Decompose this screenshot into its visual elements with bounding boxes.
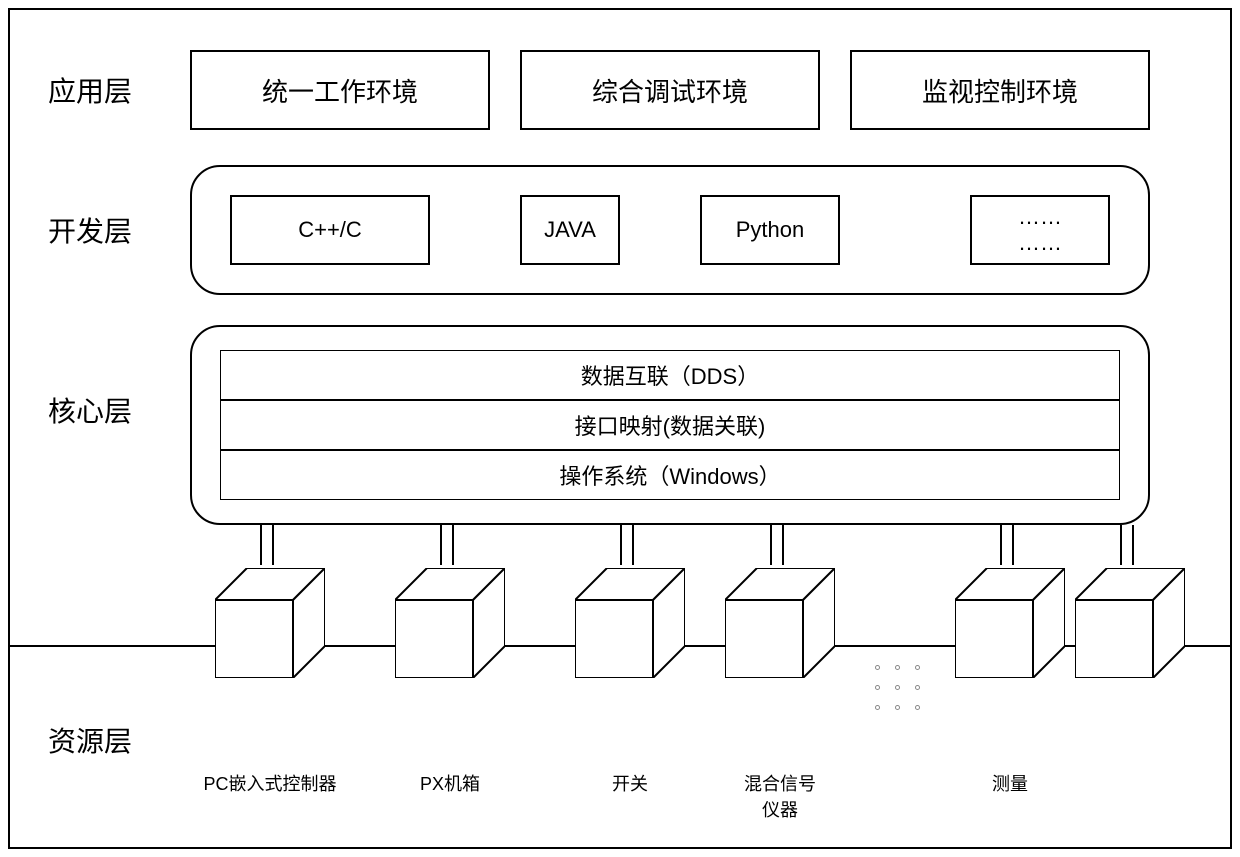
core-row-label: 操作系统（Windows） [559, 459, 780, 491]
dev-box: JAVA [520, 195, 620, 265]
app-box-label: 统一工作环境 [262, 72, 418, 109]
layer-label-resource: 资源层 [48, 720, 132, 760]
connector [1000, 525, 1014, 565]
connector [1120, 525, 1134, 565]
resource-label: 测量 [915, 770, 1105, 796]
cube-icon [215, 568, 325, 678]
cube-icon [725, 568, 835, 678]
resource-label: PX机箱 [355, 770, 545, 796]
dev-box: Python [700, 195, 840, 265]
core-row: 操作系统（Windows） [220, 450, 1120, 500]
app-box: 监视控制环境 [850, 50, 1150, 130]
connector [440, 525, 454, 565]
core-row-label: 数据互联（DDS） [581, 359, 759, 391]
cube-icon [575, 568, 685, 678]
layer-label-development: 开发层 [48, 210, 132, 250]
layer-label-core: 核心层 [48, 390, 132, 430]
app-box: 综合调试环境 [520, 50, 820, 130]
dev-box: C++/C [230, 195, 430, 265]
core-row: 接口映射(数据关联) [220, 400, 1120, 450]
app-box: 统一工作环境 [190, 50, 490, 130]
connector [620, 525, 634, 565]
dev-box-label: …… …… [1018, 204, 1062, 257]
core-row: 数据互联（DDS） [220, 350, 1120, 400]
connector [770, 525, 784, 565]
resource-label: PC嵌入式控制器 [175, 770, 365, 796]
ellipsis-dots-icon [870, 660, 924, 714]
resource-label: 混合信号 仪器 [685, 770, 875, 822]
cube-icon [395, 568, 505, 678]
dev-box: …… …… [970, 195, 1110, 265]
dev-box-label: JAVA [544, 217, 596, 243]
cube-icon [955, 568, 1065, 678]
layer-label-application: 应用层 [48, 70, 132, 110]
core-row-label: 接口映射(数据关联) [575, 409, 766, 441]
app-box-label: 监视控制环境 [922, 72, 1078, 109]
cube-icon [1075, 568, 1185, 678]
dev-box-label: Python [736, 217, 805, 243]
app-box-label: 综合调试环境 [592, 72, 748, 109]
dev-box-label: C++/C [298, 217, 362, 243]
connector [260, 525, 274, 565]
